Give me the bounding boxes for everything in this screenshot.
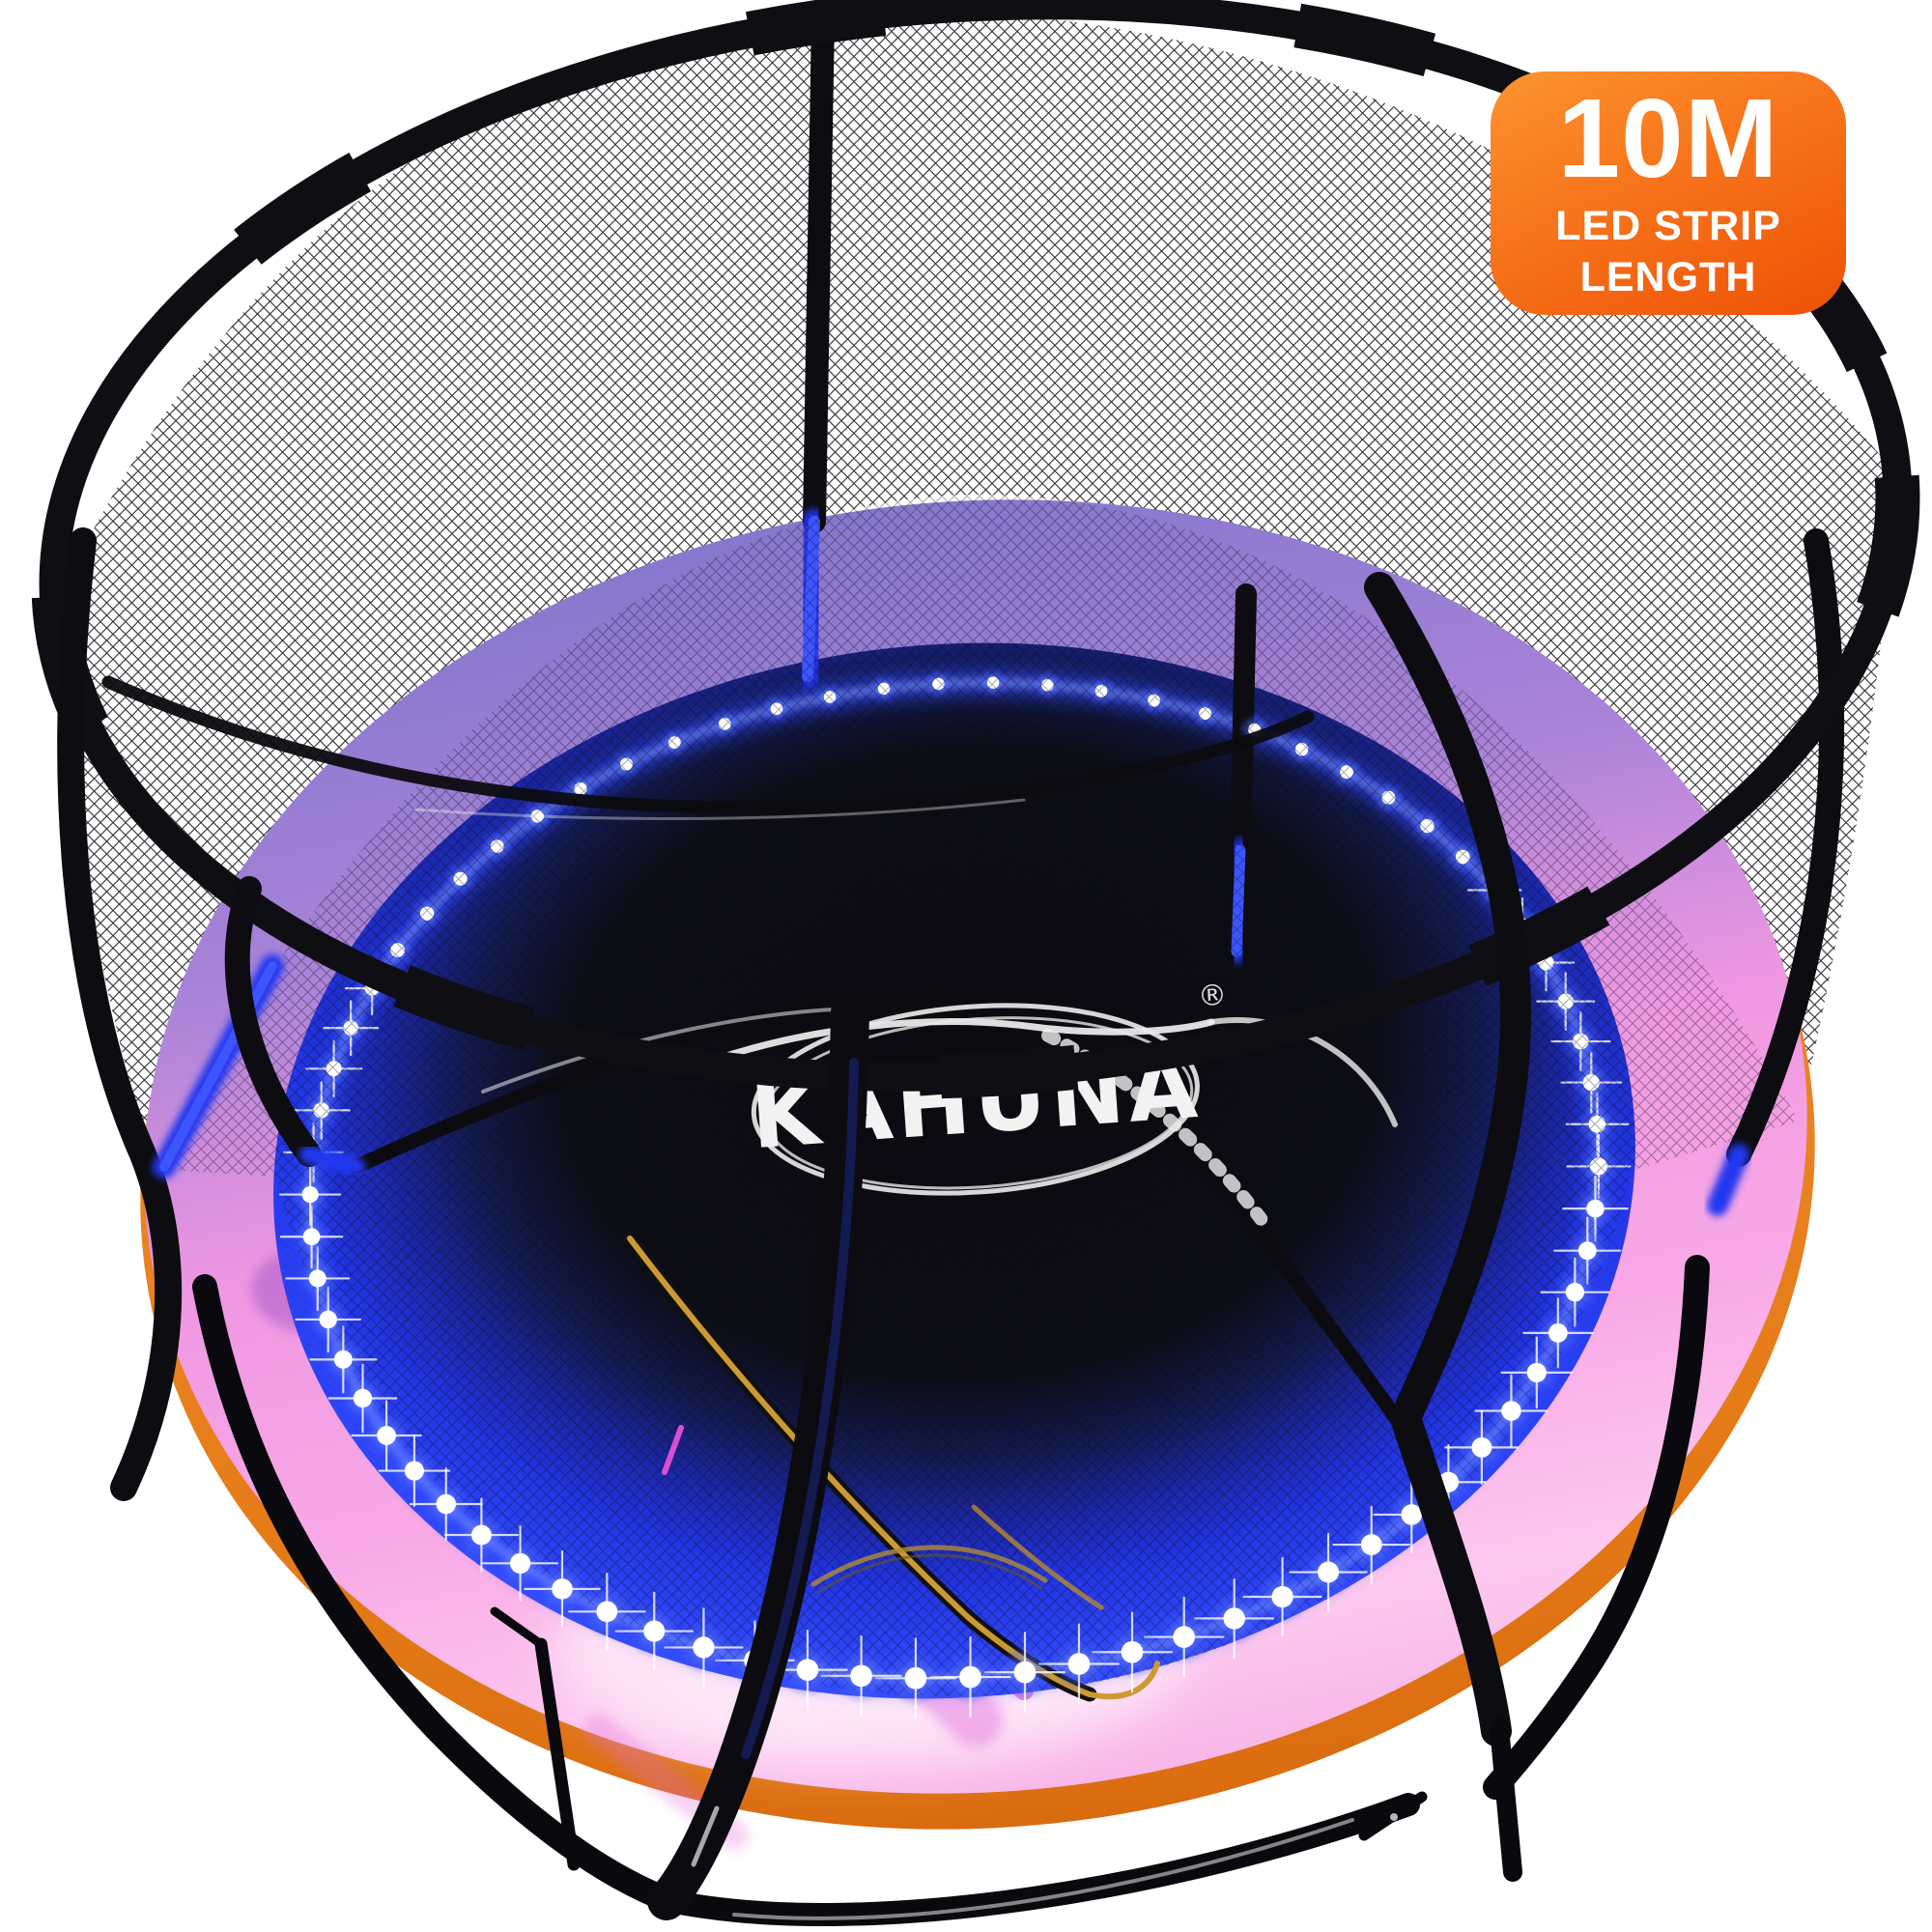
logo-oval-outer bbox=[751, 1003, 1200, 1196]
rope-white bbox=[686, 1018, 1215, 1072]
safety-net-mesh-back bbox=[54, 10, 1897, 1169]
net-poles-near bbox=[57, 527, 1532, 1747]
feature-badge-led-length: 10M LED STRIP LENGTH bbox=[1491, 71, 1846, 315]
net-top-ring bbox=[31, 0, 1920, 1099]
logo-oval-inner bbox=[764, 1016, 1194, 1190]
frame-legs bbox=[192, 1255, 1710, 1926]
leg-bolt bbox=[1390, 1813, 1398, 1821]
registered-trademark-icon: ® bbox=[1197, 979, 1228, 1014]
net-pole-front-center bbox=[647, 993, 869, 1920]
led-wire bbox=[810, 1545, 1048, 1587]
bungee-coil bbox=[1041, 1029, 1272, 1232]
zipper-pull bbox=[662, 1425, 684, 1475]
ring-pole-sleeves bbox=[31, 0, 1920, 1099]
led-strip-front bbox=[279, 1163, 1629, 1719]
badge-subline-2: LENGTH bbox=[1579, 254, 1757, 300]
badge-value: 10M bbox=[1557, 75, 1779, 201]
badge-subline-1: LED STRIP bbox=[1555, 203, 1781, 249]
